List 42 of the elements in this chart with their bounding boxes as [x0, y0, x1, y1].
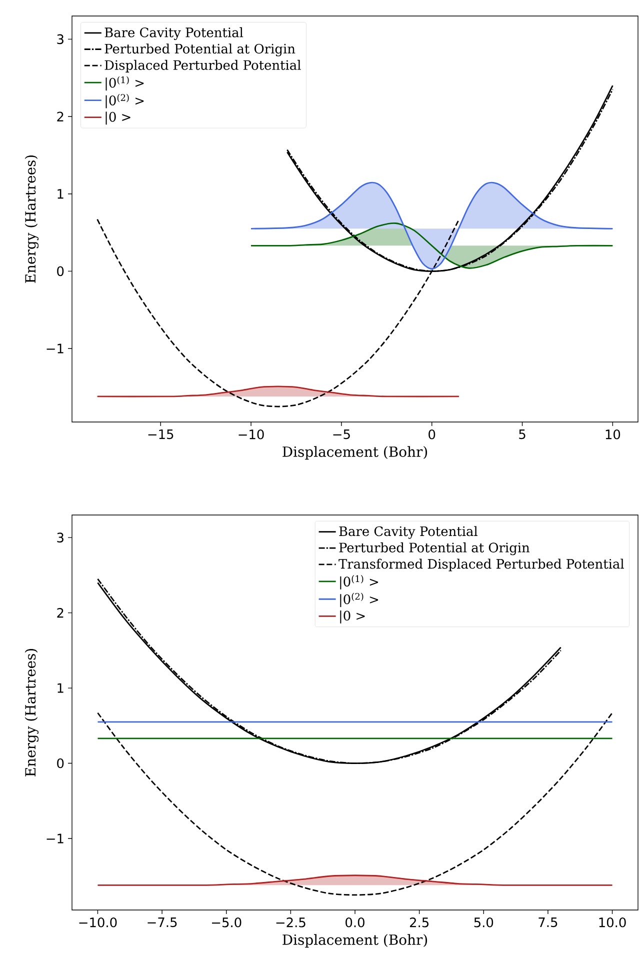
legend-label: |0$^{(1)}$ > [106, 76, 144, 91]
x-tick-label: −10 [238, 430, 264, 440]
x-tick-label: −5 [333, 430, 350, 440]
x-tick-label: −7.5 [148, 918, 177, 928]
legend-label: Bare Cavity Potential [104, 27, 244, 40]
x-tick-label: 10.0 [599, 918, 626, 928]
x-tick-label: −15 [148, 430, 174, 440]
y-tick-label: 2 [57, 112, 64, 122]
y-tick-label: 2 [57, 608, 64, 618]
legend-label: Perturbed Potential at Origin [339, 542, 530, 556]
x-tick-label: −10.0 [79, 918, 117, 928]
y-tick-label: −1 [46, 834, 64, 844]
x-tick-label: 0.0 [346, 918, 364, 928]
legend-label: Perturbed Potential at Origin [104, 44, 296, 56]
x-axis-title: Displacement (Bohr) [282, 446, 428, 460]
legend-label: Displaced Perturbed Potential [104, 60, 301, 72]
line-series [97, 712, 613, 896]
y-tick-label: −1 [46, 344, 64, 354]
x-tick-label: 7.5 [538, 918, 558, 928]
y-tick-label: 0 [57, 266, 64, 276]
x-tick-label: 2.5 [410, 918, 428, 928]
y-axis-title: Energy (Hartrees) [24, 648, 39, 776]
x-tick-label: 5.0 [474, 918, 494, 928]
x-tick-label: 0 [428, 430, 436, 440]
y-tick-label: 3 [57, 34, 64, 44]
legend-label: |0$^{(2)}$ > [340, 592, 378, 608]
legend-label: Transformed Displaced Perturbed Potential [338, 558, 624, 572]
legend-label: |0 > [106, 112, 130, 125]
y-tick-label: 3 [57, 532, 64, 542]
x-tick-label: 10 [606, 430, 620, 440]
y-tick-label: 1 [58, 189, 64, 199]
x-tick-label: 5 [519, 430, 526, 440]
y-tick-label: 0 [57, 758, 64, 768]
legend-label: |0$^{(1)}$ > [340, 575, 378, 590]
x-axis-title: Displacement (Bohr) [282, 934, 428, 948]
legend-label: Bare Cavity Potential [339, 526, 478, 539]
x-tick-label: −2.5 [276, 918, 306, 928]
y-axis-title: Energy (Hartrees) [24, 155, 39, 283]
y-tick-label: 1 [58, 683, 64, 693]
legend-label: |0$^{(2)}$ > [106, 94, 144, 108]
x-tick-label: −5.0 [212, 918, 242, 928]
legend-label: |0 > [340, 610, 365, 624]
